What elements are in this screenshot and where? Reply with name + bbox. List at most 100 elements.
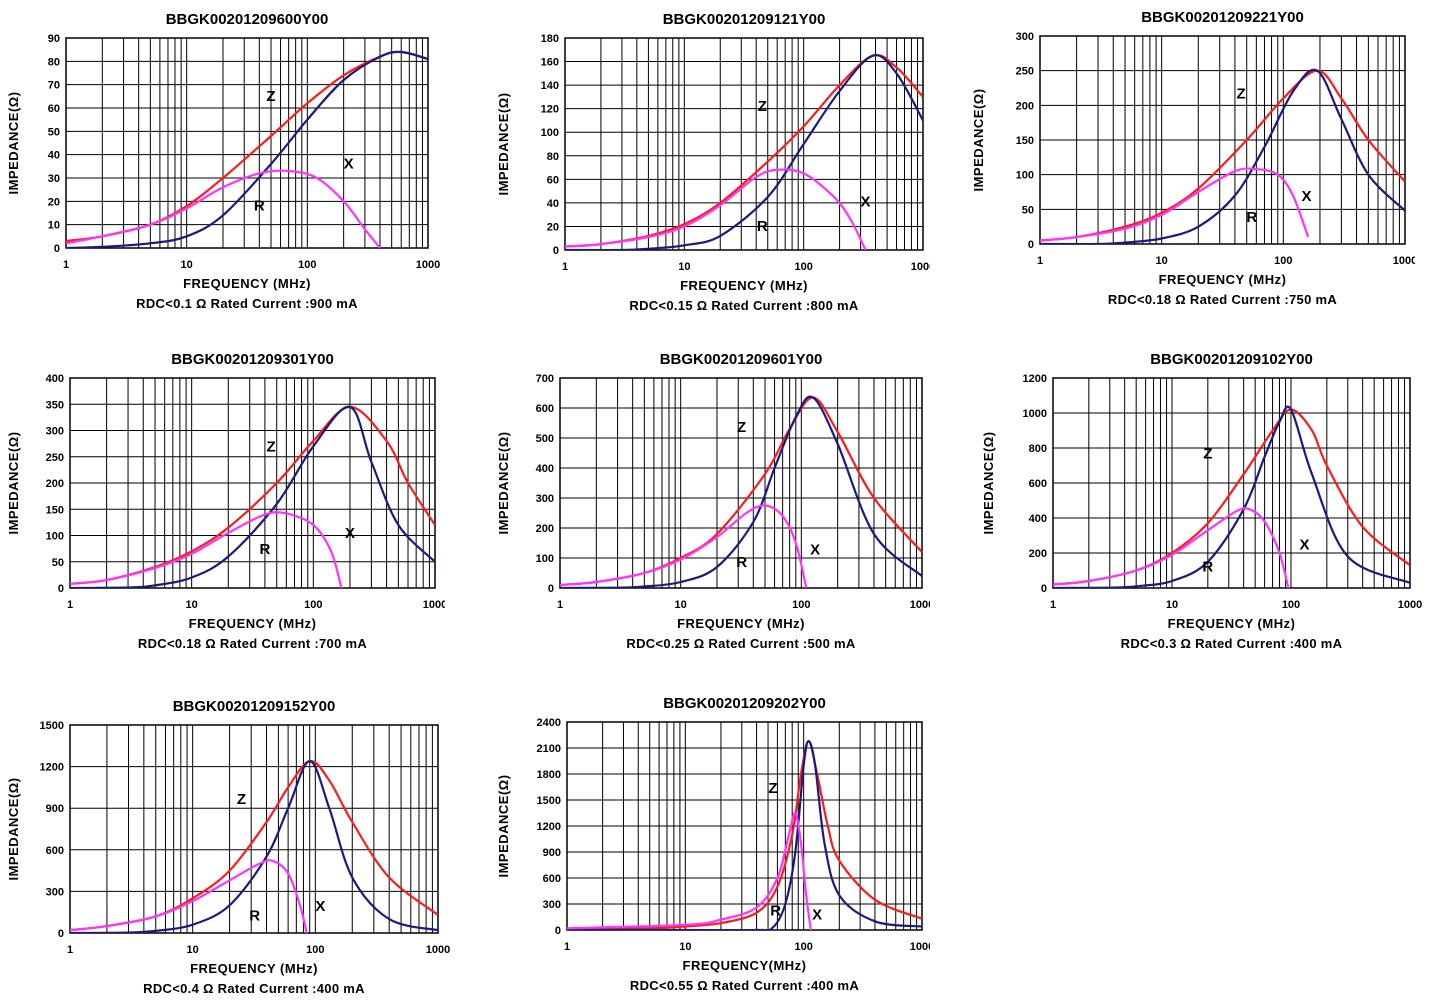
y-tick-label: 150 <box>1016 135 1034 147</box>
y-tick-label: 600 <box>536 403 554 415</box>
spec-footnote: RDC<0.55 Ω Rated Current :400 mA <box>630 978 859 993</box>
x-tick-label: 1000 <box>426 944 450 956</box>
y-tick-label: 1000 <box>1023 408 1047 420</box>
vertical-gridlines <box>600 38 919 250</box>
horizontal-gridlines <box>70 377 435 589</box>
curve-label: R <box>736 554 747 571</box>
spec-footnote: RDC<0.15 Ω Rated Current :800 mA <box>629 298 858 313</box>
x-tick-label: 1 <box>67 599 73 611</box>
series-line-x <box>70 859 308 933</box>
y-tick-label: 300 <box>543 899 561 911</box>
series-group <box>70 759 438 933</box>
series-group <box>1040 68 1405 244</box>
y-tick-label: 50 <box>52 557 64 569</box>
y-tick-label: 200 <box>536 523 554 535</box>
y-tick-label: 400 <box>46 373 64 385</box>
impedance-chart: BBGK00201209102Y00 0 200 400 600 800 1000 1200 1… <box>981 351 1422 651</box>
y-tick-label: 0 <box>555 925 561 937</box>
curve-label: X <box>861 193 871 210</box>
y-tick-label: 1200 <box>1023 373 1047 385</box>
y-tick-label: 600 <box>543 873 561 885</box>
y-tick-label: 100 <box>536 553 554 565</box>
chart-title: BBGK00201209301Y00 <box>171 351 334 368</box>
x-axis-label: FREQUENCY (MHz) <box>1168 616 1296 631</box>
x-tick-label: 1 <box>67 944 73 956</box>
x-tick-label: 1 <box>63 259 69 271</box>
plot-frame <box>1052 377 1411 589</box>
spec-footnote: RDC<0.1 Ω Rated Current :900 mA <box>136 296 358 311</box>
x-tick-label: 100 <box>304 599 322 611</box>
x-tick-label: 10 <box>186 599 198 611</box>
series-group <box>565 53 923 250</box>
x-tick-label: 1 <box>562 261 568 273</box>
y-tick-label: 350 <box>46 399 64 411</box>
y-tick-label: 200 <box>1016 100 1034 112</box>
y-tick-label: 20 <box>547 221 559 233</box>
y-axis-label: IMPEDANCE(Ω) <box>971 88 986 191</box>
curve-label: Z <box>768 780 777 797</box>
y-axis-label: IMPEDANCE(Ω) <box>981 431 996 534</box>
y-tick-label: 1200 <box>537 821 561 833</box>
x-tick-label: 1000 <box>910 941 930 953</box>
curve-label: R <box>1246 209 1257 226</box>
y-tick-label: 40 <box>48 150 60 162</box>
impedance-chart: BBGK00201209301Y00 0 50 100 150 200 250 300 350 4… <box>6 351 445 651</box>
x-tick-label: 100 <box>794 261 812 273</box>
x-tick-label: 100 <box>298 259 316 271</box>
x-axis-label: FREQUENCY(MHz) <box>683 958 807 973</box>
y-tick-label: 0 <box>58 583 64 595</box>
impedance-chart: BBGK00201209221Y00 0 50 100 150 200 250 300 1 10 1… <box>971 9 1415 307</box>
x-tick-label: 1000 <box>1398 599 1422 611</box>
x-tick-label: 10 <box>679 941 691 953</box>
x-tick-label: 1 <box>557 599 563 611</box>
vertical-gridlines <box>106 725 433 933</box>
y-tick-label: 600 <box>1029 478 1047 490</box>
x-tick-label: 1 <box>1050 599 1056 611</box>
vertical-gridlines <box>101 38 423 248</box>
x-tick-label: 100 <box>794 941 812 953</box>
x-tick-label: 100 <box>1282 599 1300 611</box>
impedance-chart: BBGK00201209202Y00 0 300 600 900 1200 1500 1800… <box>496 695 930 993</box>
x-axis-label: FREQUENCY (MHz) <box>680 278 808 293</box>
curve-label: R <box>757 218 768 235</box>
y-tick-label: 140 <box>541 80 559 92</box>
y-tick-label: 600 <box>46 845 64 857</box>
x-tick-label: 1000 <box>911 261 930 273</box>
x-tick-label: 1 <box>564 941 570 953</box>
y-tick-label: 80 <box>547 151 559 163</box>
y-tick-label: 700 <box>536 373 554 385</box>
y-tick-label: 70 <box>48 80 60 92</box>
series-line-x <box>560 504 808 588</box>
curve-label: R <box>249 908 260 925</box>
plot-frame <box>1039 35 1406 245</box>
vertical-gridlines <box>595 378 917 588</box>
x-tick-label: 1000 <box>1393 255 1415 267</box>
series-line-x <box>70 511 343 588</box>
x-axis-label: FREQUENCY (MHz) <box>1159 272 1287 287</box>
y-tick-label: 250 <box>1016 66 1034 78</box>
series-line-r <box>565 54 923 250</box>
chart-title: BBGK00201209221Y00 <box>1141 9 1304 26</box>
curve-label: R <box>1202 558 1213 575</box>
y-tick-label: 40 <box>547 198 559 210</box>
chart-title: BBGK00201209601Y00 <box>660 351 823 368</box>
y-tick-label: 200 <box>1029 548 1047 560</box>
series-line-r <box>70 405 435 588</box>
series-group <box>70 405 435 588</box>
plot-frame <box>564 37 924 251</box>
series-line-z <box>567 739 922 930</box>
series-line-z <box>70 759 438 932</box>
series-line-x <box>1053 507 1290 588</box>
impedance-chart: BBGK00201209121Y00 0 20 40 60 80 100 120 140 160 1… <box>496 11 930 313</box>
curve-label: Z <box>266 88 275 105</box>
y-axis-label: IMPEDANCE(Ω) <box>496 92 511 195</box>
series-line-z <box>1053 408 1410 586</box>
x-axis-label: FREQUENCY (MHz) <box>190 961 318 976</box>
curve-label: Z <box>737 419 746 436</box>
chart-title: BBGK00201209102Y00 <box>1150 351 1313 368</box>
chart-title: BBGK00201209600Y00 <box>166 11 329 28</box>
y-axis-label: IMPEDANCE(Ω) <box>496 774 511 877</box>
curve-label: X <box>315 898 325 915</box>
series-line-r <box>70 759 438 933</box>
series-group <box>66 50 428 248</box>
